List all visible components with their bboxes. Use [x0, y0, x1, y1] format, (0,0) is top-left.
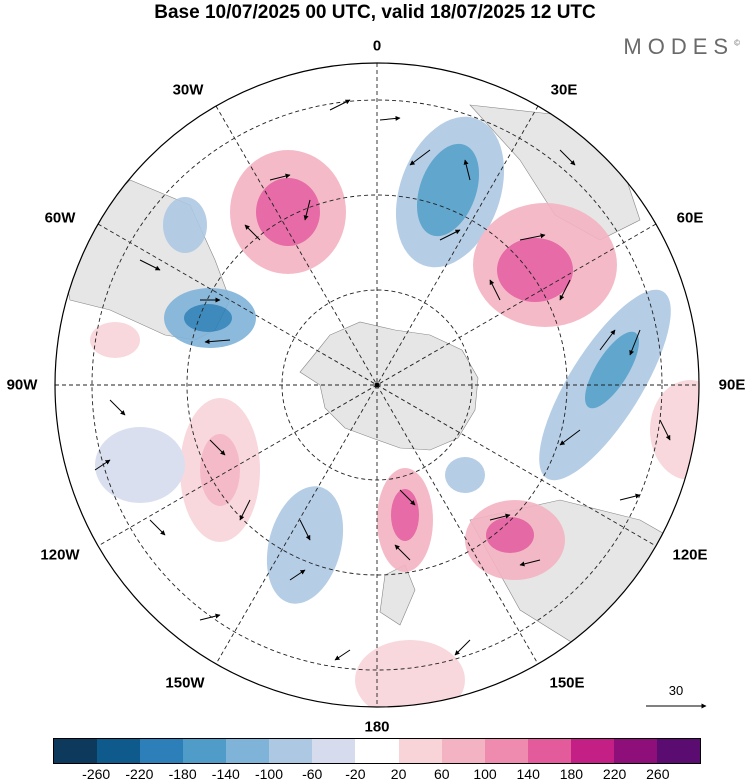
colorbar-swatch — [570, 739, 614, 763]
lon-label-30w: 30W — [172, 81, 204, 99]
colorbar-swatch — [398, 739, 442, 763]
brand-name: MODES — [623, 34, 735, 59]
colorbar-tick-label: 140 — [516, 766, 540, 782]
colorbar-swatch — [527, 739, 571, 763]
colorbar-swatch — [183, 739, 227, 763]
colorbar-tick-label: -140 — [211, 766, 240, 782]
colorbar-tick-label: -100 — [254, 766, 284, 782]
colorbar-swatch — [140, 739, 184, 763]
brand-logo: MODES© — [623, 34, 740, 60]
colorbar-swatch — [613, 739, 657, 763]
colorbar-swatch — [312, 739, 356, 763]
lon-label-30e: 30E — [550, 81, 578, 99]
reference-vector-label: 30 — [668, 683, 684, 698]
pole-marker — [374, 382, 380, 388]
colorbar-tick-label: -220 — [125, 766, 154, 782]
colorbar-tick-label: 100 — [473, 766, 497, 782]
colorbar-tick-label: 60 — [434, 766, 450, 782]
colorbar-swatch — [355, 739, 399, 763]
colorbar-tick-label: -60 — [302, 766, 323, 782]
polar-map — [54, 62, 707, 709]
colorbar-tick-label: -180 — [168, 766, 197, 782]
colorbar-tick-label: 220 — [602, 766, 627, 782]
colorbar-swatch — [269, 739, 313, 763]
lon-label-60w: 60W — [44, 209, 76, 227]
brand-mark: © — [734, 38, 740, 48]
lon-label-150e: 150E — [549, 674, 585, 692]
lon-label-0: 0 — [372, 37, 382, 55]
colorbar-swatch — [226, 739, 270, 763]
colorbar-swatch — [656, 739, 700, 763]
colorbar-tick-label: 180 — [559, 766, 584, 782]
colorbar-tick-label: 20 — [390, 766, 407, 782]
lon-label-150w: 150W — [165, 674, 205, 692]
colorbar-swatch — [441, 739, 485, 763]
map-title: Base 10/07/2025 00 UTC, valid 18/07/2025… — [154, 2, 596, 23]
wind-vectors — [94, 99, 671, 661]
lon-label-90w: 90W — [6, 376, 38, 394]
lon-label-120e: 120E — [672, 546, 708, 564]
colorbar-tick-label: 260 — [646, 766, 670, 782]
lon-label-180: 180 — [364, 718, 390, 736]
colorbar-swatch — [97, 739, 141, 763]
lon-label-90e: 90E — [718, 376, 746, 394]
lon-label-120w: 120W — [40, 546, 80, 564]
map-boundary — [54, 62, 700, 708]
colorbar-ticks: -260 -220 -180 -140 -100 -60 -20 20 60 100 140 180 2… — [53, 766, 701, 783]
colorbar — [53, 738, 701, 764]
lon-label-60e: 60E — [676, 209, 704, 227]
colorbar-tick-label: -260 — [82, 766, 111, 782]
colorbar-swatch — [484, 739, 528, 763]
colorbar-swatch — [54, 739, 98, 763]
colorbar-tick-label: -20 — [345, 766, 366, 782]
